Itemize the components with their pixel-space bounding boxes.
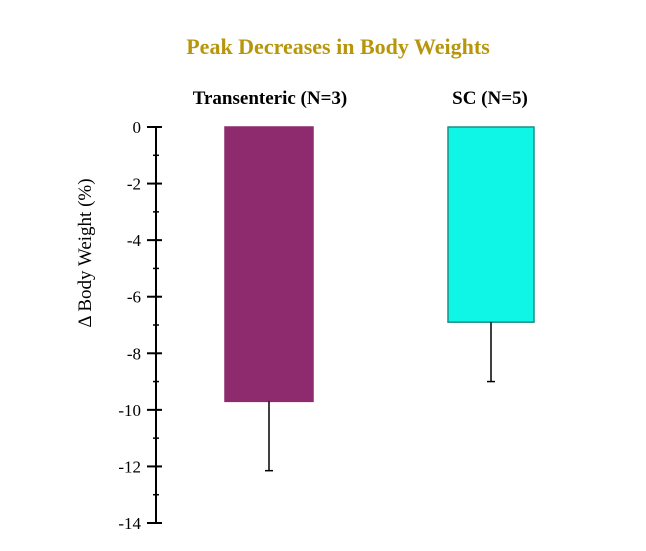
y-tick-label: -10: [118, 401, 141, 420]
bar-sc: [447, 126, 535, 323]
y-tick-label: -6: [127, 288, 141, 307]
y-tick-label: -8: [127, 344, 141, 363]
category-label-transenteric: Transenteric (N=3): [192, 88, 348, 109]
bar-transenteric: [224, 126, 314, 403]
chart-title: Peak Decreases in Body Weights: [186, 34, 490, 59]
y-tick-label: -14: [118, 514, 141, 533]
y-tick-label: -4: [127, 231, 142, 250]
y-tick-label: -12: [118, 457, 141, 476]
category-label-sc: SC (N=5): [452, 88, 528, 109]
y-tick-label: -2: [127, 175, 141, 194]
y-tick-label: 0: [133, 118, 142, 137]
